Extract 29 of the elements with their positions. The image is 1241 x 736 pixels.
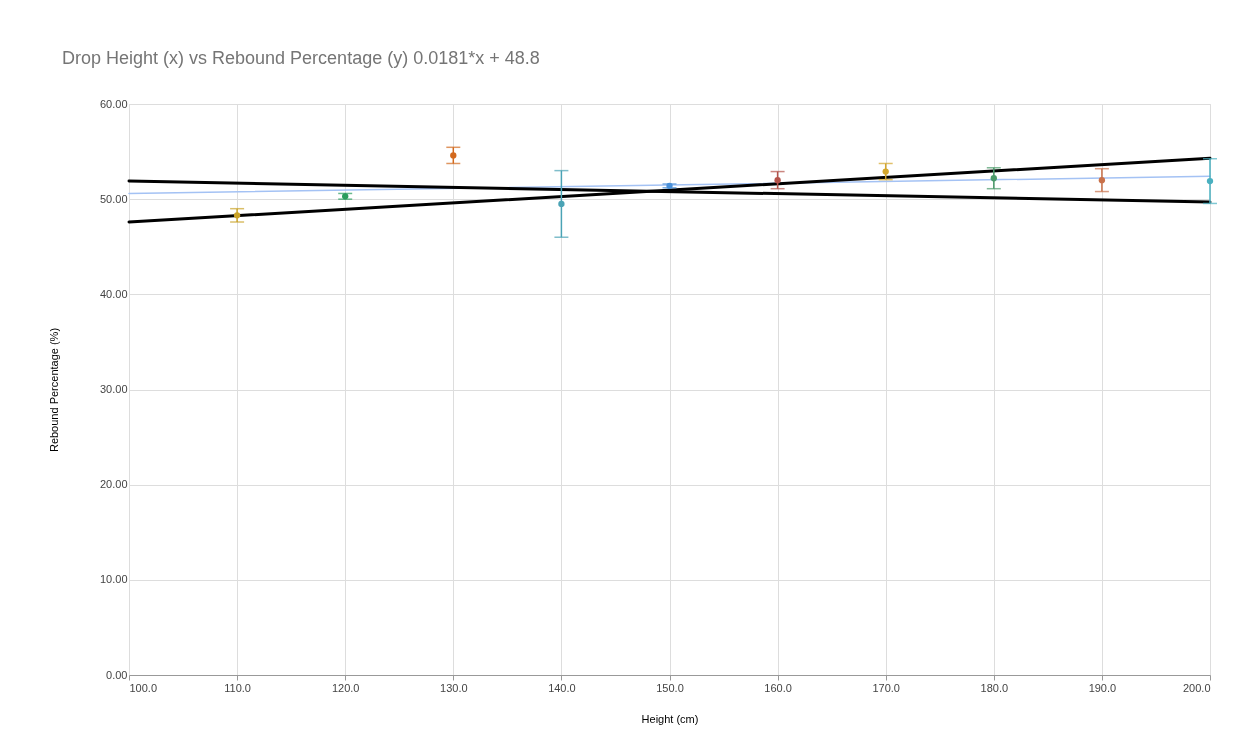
x-tick-label: 140.0 <box>548 681 576 694</box>
x-tick-label: 150.0 <box>656 681 684 694</box>
point <box>990 175 997 182</box>
point <box>882 168 889 175</box>
x-tick-label: 200.0 <box>1182 681 1211 694</box>
y-tick-label: 50.00 <box>99 192 128 205</box>
x-tick-label: 110.0 <box>224 681 251 694</box>
point <box>558 200 565 208</box>
y-axis-title: Rebound Percentage (%) <box>47 327 60 453</box>
y-tick-label: 20.00 <box>99 478 128 491</box>
chart-title: Drop Height (x) vs Rebound Percentage (y) 0.0181*x + 48.8 <box>62 48 540 68</box>
point <box>450 152 457 159</box>
x-tick-label: 100.0 <box>129 681 158 694</box>
x-tick-label: 160.0 <box>764 681 792 694</box>
point <box>1206 177 1214 185</box>
point <box>774 176 781 184</box>
x-tick-label: 190.0 <box>1088 681 1117 694</box>
x-tick-label: 120.0 <box>331 681 360 694</box>
x-tick-label: 170.0 <box>872 681 900 694</box>
x-tick-label: 130.0 <box>440 681 468 694</box>
y-tick-label: 10.00 <box>99 573 128 586</box>
y-tick-label: 0.00 <box>106 668 128 681</box>
x-tick-label: 180.0 <box>980 681 1009 694</box>
y-tick-label: 30.00 <box>99 383 128 395</box>
point <box>1098 176 1106 184</box>
y-tick-label: 40.00 <box>99 287 128 300</box>
y-tick-label: 60.00 <box>99 97 128 110</box>
point <box>233 212 241 219</box>
x-axis-title: Height (cm) <box>641 712 699 725</box>
